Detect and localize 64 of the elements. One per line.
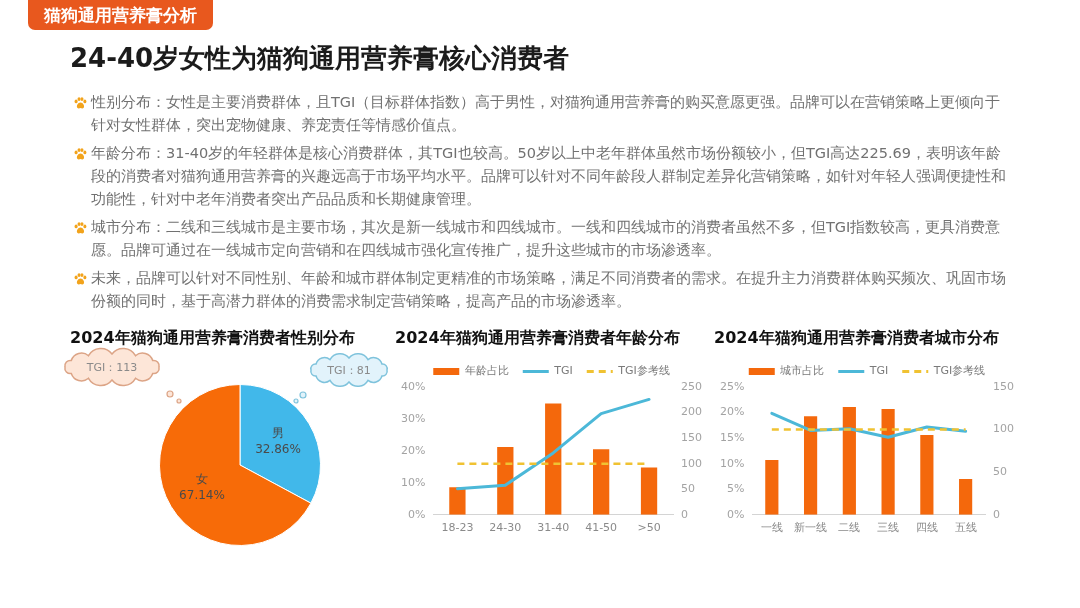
y2-tick-label: 100 bbox=[681, 456, 702, 470]
text: TGI：81 bbox=[327, 363, 371, 377]
bar bbox=[959, 479, 973, 515]
x-tick-label: 一线 bbox=[760, 521, 783, 535]
y2-tick-label: 200 bbox=[681, 405, 702, 419]
chart-title: 2024年猫狗通用营养膏消费者性别分布 bbox=[70, 328, 355, 348]
y2-tick-label: 50 bbox=[681, 482, 695, 496]
x-tick-label: 二线 bbox=[838, 521, 861, 535]
y-tick-label: 0% bbox=[727, 507, 745, 521]
bar bbox=[497, 447, 514, 515]
legend-label: TGI bbox=[553, 364, 573, 378]
y2-tick-label: 0 bbox=[993, 507, 1000, 521]
bar bbox=[765, 460, 779, 515]
y2-tick-label: 100 bbox=[993, 422, 1014, 436]
text: 性别分布：女性是主要消费群体，且TGI（目标群体指数）高于男性，对猫狗通用营养膏的购买意愿更强。品牌可以在营销策略上更倾向于针对女性群体，突出宠物健康、养宠责任等情感价值点。 bbox=[91, 94, 1001, 133]
chart-title: 2024年猫狗通用营养膏消费者年龄分布 bbox=[395, 328, 680, 348]
bar bbox=[842, 406, 856, 515]
y2-tick-label: 150 bbox=[681, 430, 702, 444]
bar bbox=[449, 487, 466, 515]
x-tick-label: 三线 bbox=[877, 521, 900, 535]
text: 24-40岁女性为猫狗通用营养膏核心消费者 bbox=[70, 42, 570, 74]
y-tick-label: 10% bbox=[720, 456, 745, 470]
legend-label: TGI bbox=[868, 364, 889, 378]
legend-label: 城市占比 bbox=[779, 364, 825, 378]
legend-label: 年龄占比 bbox=[464, 364, 509, 378]
text: 年龄分布：31-40岁的年轻群体是核心消费群体，其TGI也较高。50岁以上中老年群体虽然市场份额较小，但TGI高达225.69，表明该年龄段的消费者对猫狗通用营养膏的兴趣远高于市场平均水平。品牌可以针对不同年龄段人群制定差异化营销策略，如针对年轻人强调便捷性和功能性，针对中老年消费者突出产品品质和长期健康管理。 bbox=[91, 145, 1006, 207]
legend-label: TGI参考线 bbox=[932, 364, 986, 378]
slice-label: 男 bbox=[272, 426, 285, 441]
x-tick-label: 18-23 bbox=[441, 521, 474, 535]
y-tick-label: 20% bbox=[720, 405, 745, 419]
bar bbox=[545, 403, 562, 515]
x-tick-label: >50 bbox=[637, 521, 661, 535]
y2-tick-label: 0 bbox=[681, 507, 688, 521]
bar bbox=[881, 408, 895, 515]
chart-title: 2024年猫狗通用营养膏消费者城市分布 bbox=[714, 328, 999, 348]
slice-label: 女 bbox=[195, 471, 208, 486]
y-tick-label: 40% bbox=[401, 379, 426, 393]
text: TGI：113 bbox=[86, 360, 138, 374]
x-tick-label: 41-50 bbox=[585, 521, 618, 535]
y2-tick-label: 50 bbox=[993, 465, 1007, 479]
text: 未来，品牌可以针对不同性别、年龄和城市群体制定更精准的市场策略，满足不同消费者的需求。在提升主力消费群体购买频次、巩固市场份额的同时，基于高潜力群体的消费需求制定营销策略，提高产品的市场渗透率。 bbox=[91, 270, 1006, 309]
x-tick-label: 四线 bbox=[915, 521, 938, 535]
x-tick-label: 五线 bbox=[954, 521, 977, 535]
y-tick-label: 15% bbox=[720, 430, 745, 444]
text: 猫狗通用营养膏分析 bbox=[28, 0, 213, 30]
text: 城市分布：二线和三线城市是主要市场，其次是新一线城市和四线城市。一线和四线城市的消费者虽然不多，但TGI指数较高，更具消费意愿。品牌可通过在一线城市定向营销和在四线城市强化宣传推广，提升这些城市的市场渗透率。 bbox=[91, 219, 1001, 258]
bar bbox=[640, 467, 658, 515]
data-label: 67.14% bbox=[179, 487, 225, 502]
x-tick-label: 新一线 bbox=[794, 521, 828, 535]
data-label: 32.86% bbox=[255, 442, 301, 457]
x-tick-label: 24-30 bbox=[489, 521, 522, 535]
bar bbox=[920, 435, 934, 515]
legend-label: TGI参考线 bbox=[617, 364, 670, 378]
y-tick-label: 20% bbox=[401, 443, 426, 457]
y-tick-label: 30% bbox=[401, 411, 426, 425]
y2-tick-label: 250 bbox=[681, 379, 702, 393]
y-tick-label: 10% bbox=[401, 475, 426, 489]
bar bbox=[804, 416, 818, 515]
bar bbox=[592, 449, 610, 515]
y-tick-label: 5% bbox=[727, 482, 745, 496]
x-tick-label: 31-40 bbox=[537, 521, 570, 535]
y-tick-label: 25% bbox=[720, 379, 745, 393]
y-tick-label: 0% bbox=[408, 507, 426, 521]
y2-tick-label: 150 bbox=[993, 379, 1014, 393]
